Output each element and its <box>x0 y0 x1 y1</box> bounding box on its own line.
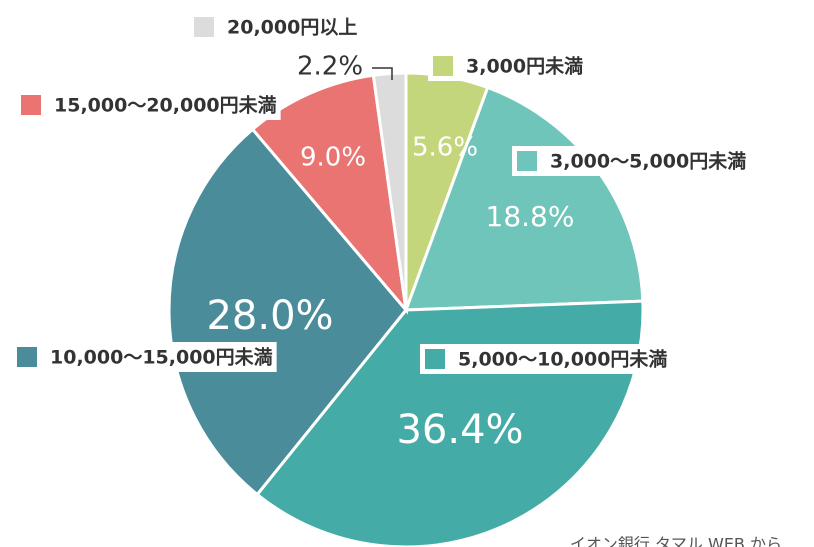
legend-swatch <box>15 345 39 369</box>
legend-swatch <box>423 347 447 371</box>
legend-swatch <box>192 15 216 39</box>
value-label: 36.4% <box>396 407 523 453</box>
labels: 5.6% 3,000円未満 18.8% 3,000〜5,000円未満 36.4% 5,00… <box>12 12 751 453</box>
legend-bg <box>12 342 277 372</box>
legend-swatch <box>19 93 43 117</box>
leader-line <box>372 67 393 80</box>
pie-slice <box>167 127 408 497</box>
legend-bg <box>189 12 362 42</box>
legend-label: 10,000〜15,000円未満 <box>50 346 273 369</box>
legend-label: 5,000〜10,000円未満 <box>458 348 667 371</box>
legend-label: 3,000〜5,000円未満 <box>550 150 746 173</box>
value-label: 18.8% <box>486 200 575 233</box>
pie-slice <box>371 71 408 311</box>
source: イオン銀行 タマル WEB から <box>570 535 782 547</box>
value-label: 9.0% <box>300 143 366 173</box>
pie-slice <box>250 73 409 315</box>
pie <box>167 71 645 547</box>
value-label: 2.2% <box>297 52 363 82</box>
legend-label: 15,000〜20,000円未満 <box>54 94 277 117</box>
value-label: 5.6% <box>412 133 478 163</box>
legend-label: 3,000円未満 <box>466 55 583 78</box>
legend-swatch <box>515 149 539 173</box>
legend-bg <box>16 90 281 120</box>
legend-bg <box>512 146 751 176</box>
value-label: 28.0% <box>206 293 333 339</box>
legend-swatch <box>431 54 455 78</box>
legend-label: 20,000円以上 <box>227 17 357 39</box>
legend-bg <box>420 344 672 374</box>
